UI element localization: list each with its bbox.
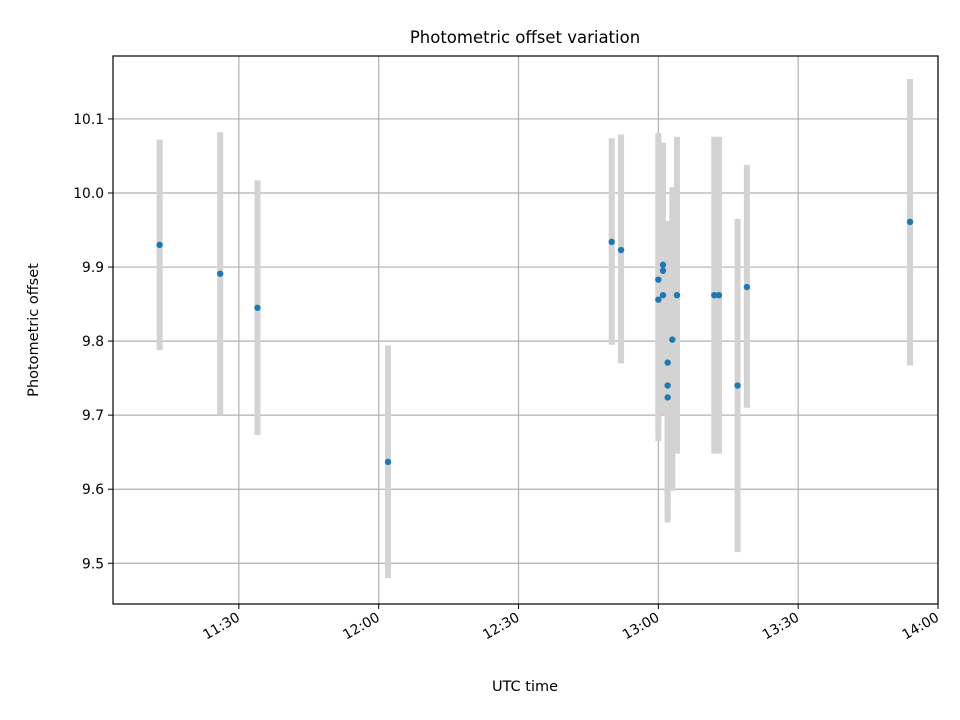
plot-frame	[112, 55, 939, 605]
y-axis-label: Photometric offset	[26, 263, 42, 397]
data-point	[664, 382, 671, 389]
y-tick-label: 9.5	[82, 556, 104, 572]
data-point	[254, 304, 261, 311]
data-point	[715, 291, 723, 299]
data-point	[664, 394, 671, 401]
y-tick-label: 10.1	[73, 112, 104, 128]
data-point	[673, 291, 681, 299]
y-tick-label: 9.8	[82, 334, 104, 350]
data-point	[617, 246, 625, 254]
data-point	[608, 238, 615, 246]
data-point	[659, 291, 667, 299]
data-point	[655, 296, 662, 303]
data-point	[734, 382, 741, 389]
data-point	[156, 241, 163, 249]
data-point	[384, 458, 392, 466]
data-point	[659, 261, 667, 269]
data-point	[743, 283, 751, 291]
data-point	[669, 336, 676, 343]
y-tick-label: 10.0	[73, 186, 104, 202]
y-tick-label: 9.9	[82, 260, 104, 276]
data-point	[659, 267, 667, 274]
data-point	[711, 291, 718, 299]
chart-title: Photometric offset variation	[410, 28, 640, 47]
data-point	[655, 276, 662, 283]
y-axis-ticks: 9.5 9.6 9.7 9.8 9.9 10.0 10.1	[73, 112, 113, 572]
data-point	[664, 359, 671, 366]
x-axis-label: UTC time	[492, 679, 558, 695]
data-point	[906, 218, 914, 226]
y-tick-label: 9.6	[82, 482, 104, 498]
data-point	[217, 270, 224, 277]
y-tick-label: 9.7	[82, 408, 104, 424]
data-points	[156, 218, 914, 466]
